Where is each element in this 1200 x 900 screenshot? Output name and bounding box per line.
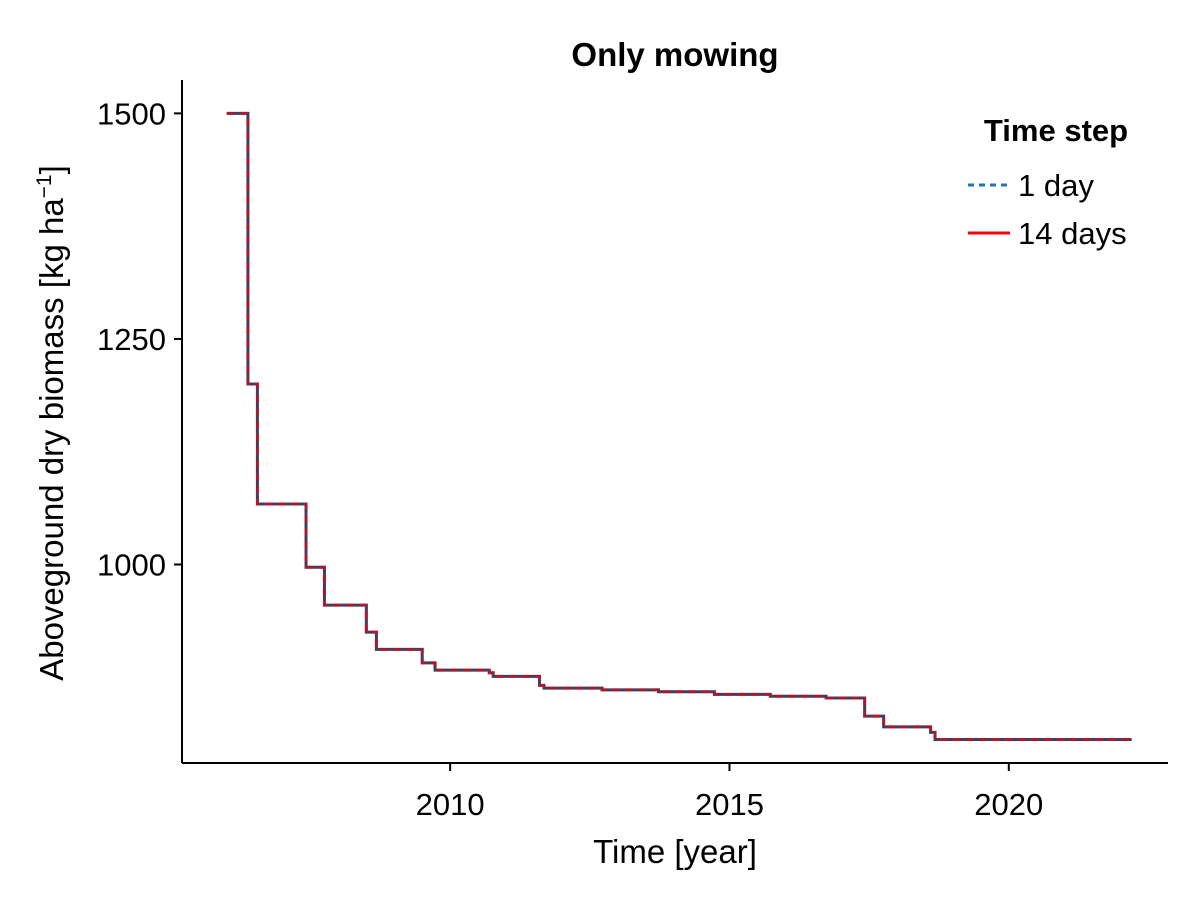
y-tick-label: 1500 <box>97 96 166 131</box>
x-axis-label: Time [year] <box>593 833 757 870</box>
series-14-days-line <box>226 111 1132 742</box>
legend-title: Time step <box>984 113 1128 148</box>
x-tick-label: 2015 <box>695 787 764 822</box>
x-tick-label: 2020 <box>974 787 1043 822</box>
y-axis-label-main: Aboveground dry biomass [kg ha <box>33 198 70 681</box>
y-axis-label-tail: ] <box>33 165 70 174</box>
series-1-day-line <box>226 111 1132 742</box>
series-layer <box>226 111 1132 742</box>
x-tick-label: 2010 <box>416 787 485 822</box>
y-tick-label: 1000 <box>97 548 166 583</box>
y-axis-label-superscript: −1 <box>33 174 56 198</box>
x-ticks: 2010 2015 2020 <box>416 763 1043 822</box>
chart-title: Only mowing <box>571 36 778 73</box>
y-ticks: 1000 1250 1500 <box>97 96 182 583</box>
y-axis-label: Aboveground dry biomass [kg ha−1] <box>33 165 70 681</box>
legend-label-1-day: 1 day <box>1018 168 1094 203</box>
y-tick-label: 1250 <box>97 322 166 357</box>
legend: Time step 1 day 14 days <box>968 113 1128 251</box>
legend-label-14-days: 14 days <box>1018 216 1127 251</box>
